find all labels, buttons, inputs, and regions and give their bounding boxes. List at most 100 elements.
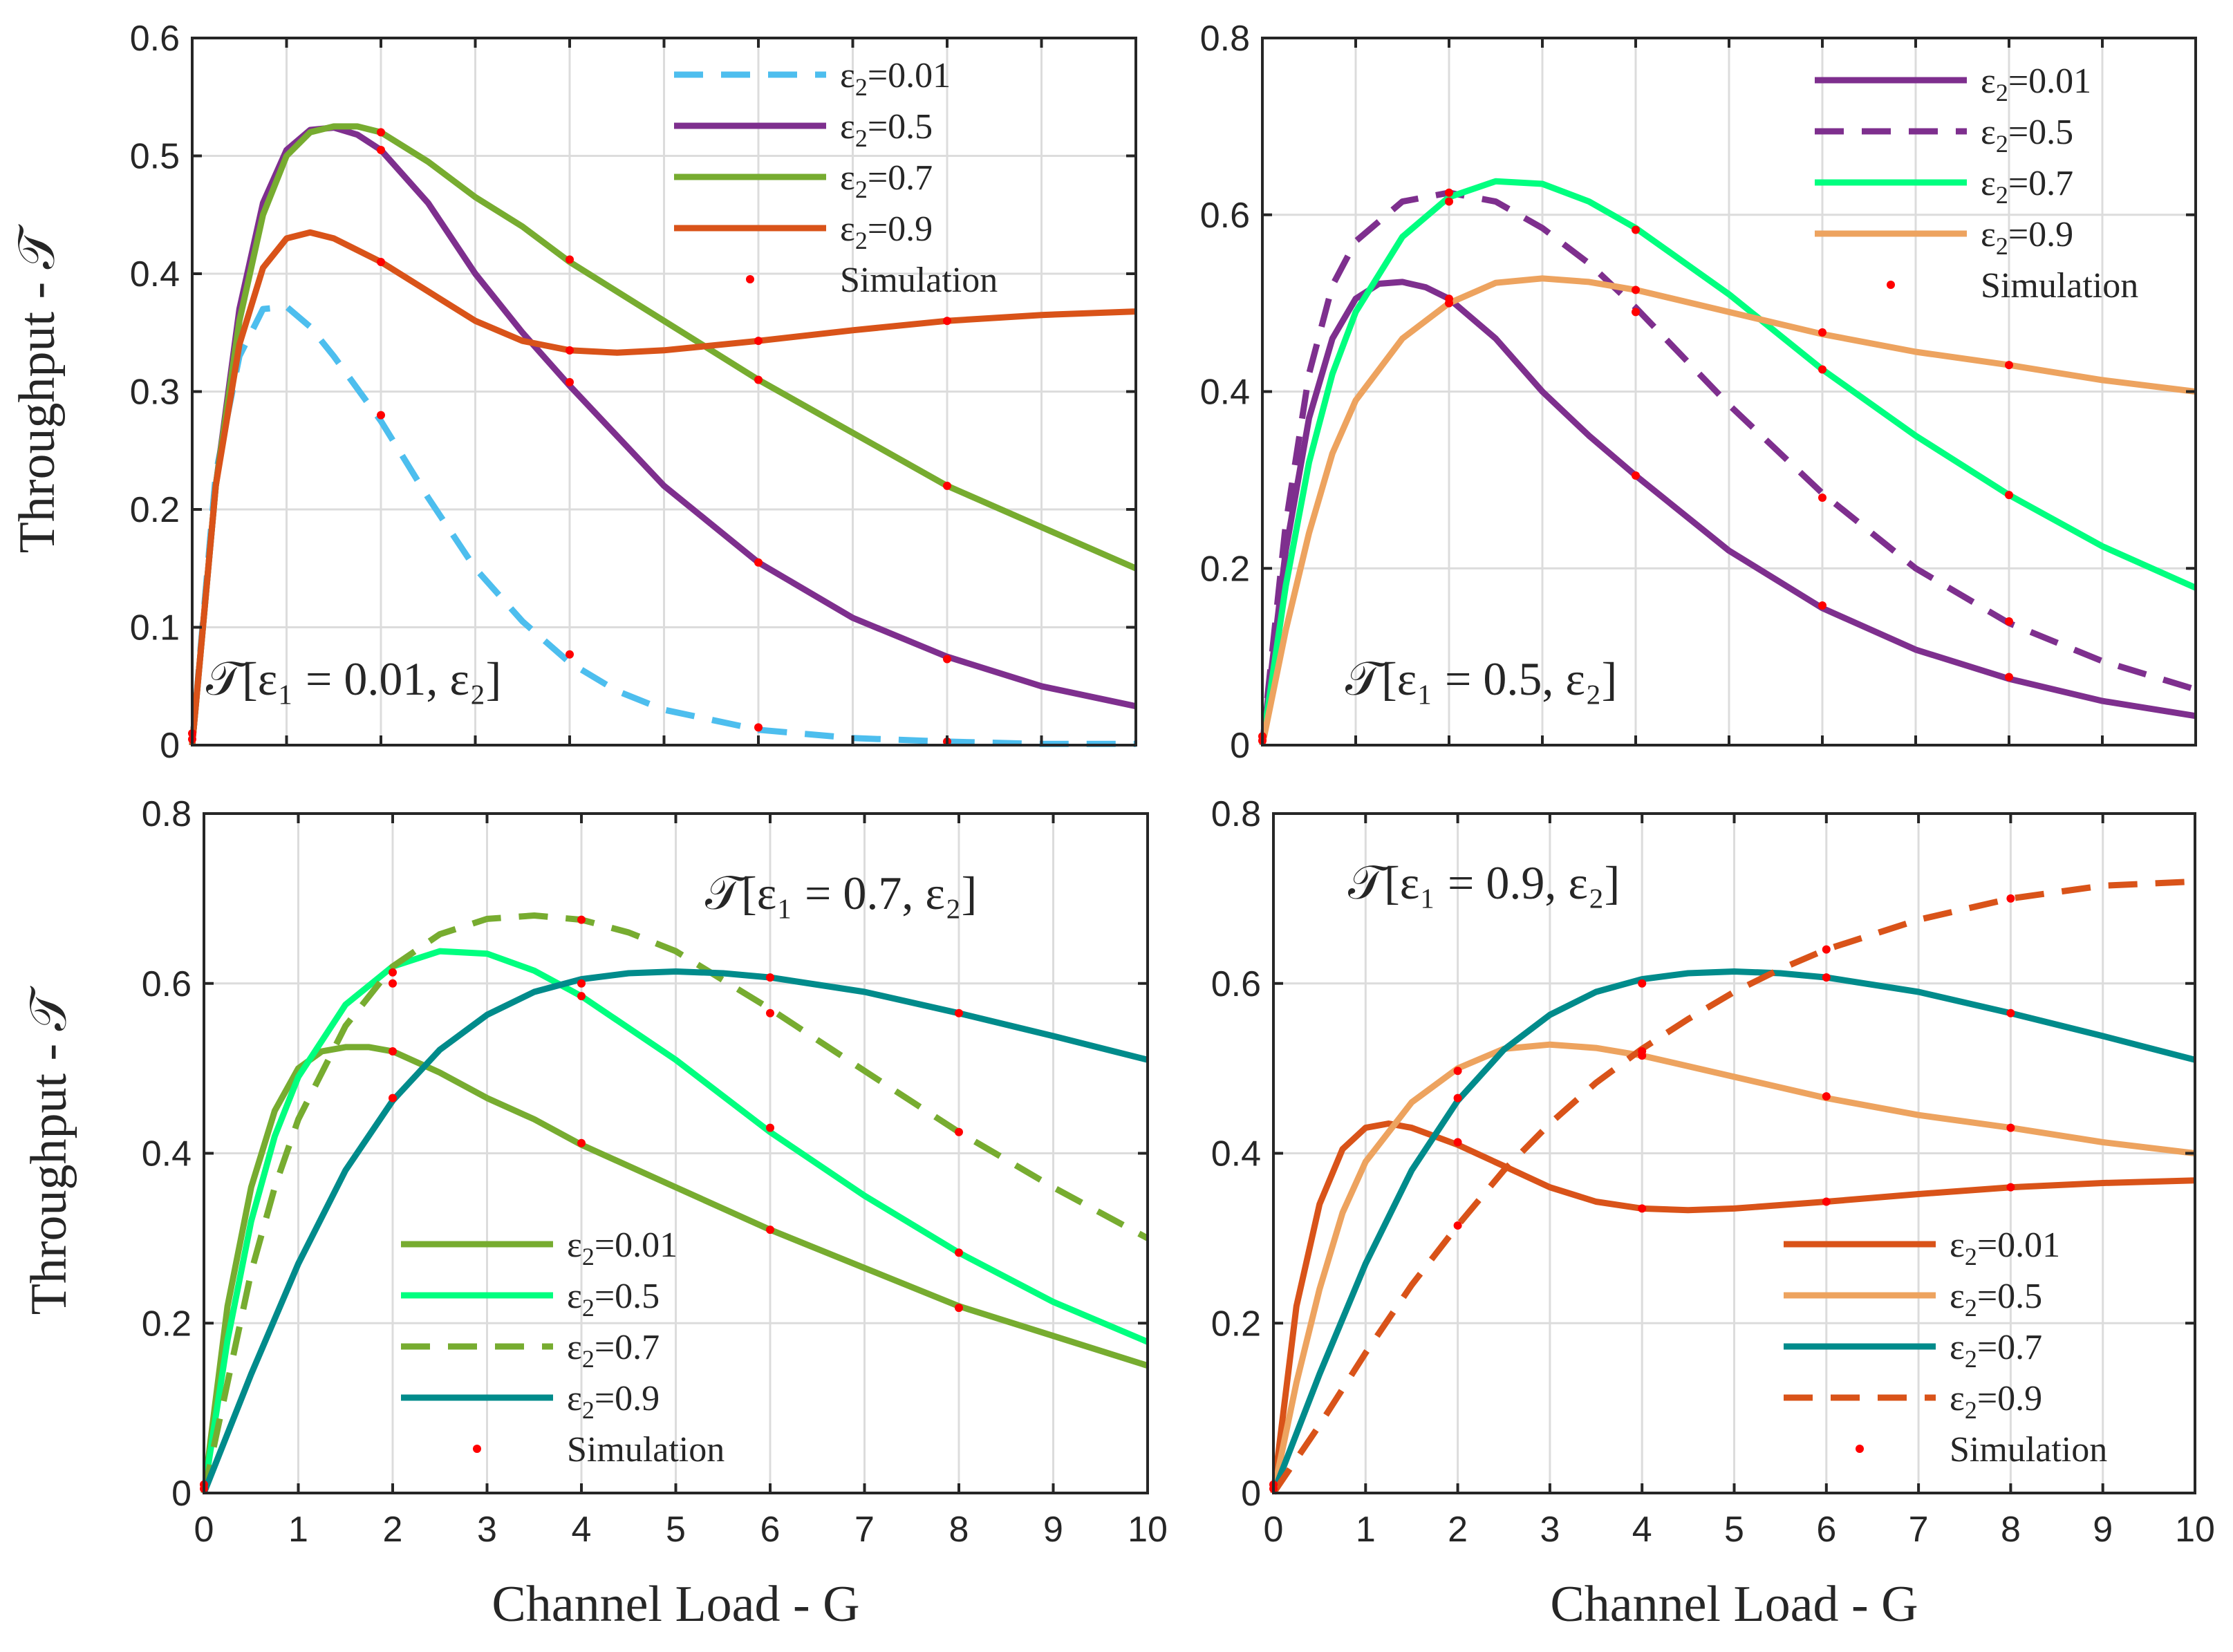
x-tick-label: 0 — [194, 1510, 214, 1550]
x-axis-label: Channel Load - G — [1550, 1576, 1918, 1633]
panel-annotation: 𝒯[ε₁ = 0.01, ε₂] — [206, 653, 501, 705]
legend-label: ε2=0.7 — [1950, 1328, 2042, 1373]
simulation-point — [566, 650, 574, 659]
legend-label: ε2=0.9 — [567, 1379, 660, 1424]
legend-label: ε2=0.5 — [840, 107, 933, 152]
y-tick-label: 0.4 — [1211, 1134, 1261, 1174]
y-tick-label: 0.3 — [130, 373, 180, 413]
legend-simulation-marker — [1856, 1445, 1864, 1453]
simulation-point — [2006, 1183, 2015, 1192]
y-tick-label: 0.8 — [1211, 794, 1261, 834]
simulation-point — [1638, 979, 1647, 988]
simulation-point — [566, 255, 574, 264]
legend-label: ε2=0.01 — [1950, 1226, 2060, 1270]
simulation-point — [955, 1127, 963, 1136]
y-tick-label: 0.4 — [1200, 373, 1250, 413]
simulation-point — [566, 377, 574, 386]
chart-panel-4: 0 0.2 0.4 0.6 0.8 0 1 2 3 4 5 6 7 8 9 10 Channel Load - … — [1211, 794, 2215, 1633]
legend-simulation-marker — [746, 275, 754, 283]
legend: ε2=0.01 ε2=0.5 ε2=0.7 ε2=0.9 Simulation — [674, 56, 998, 300]
legend-label: ε2=0.5 — [567, 1277, 660, 1322]
y-tick-label: 0.8 — [1200, 19, 1250, 59]
y-tick-label: 0.2 — [142, 1304, 191, 1344]
simulation-point — [377, 257, 385, 266]
simulation-point — [1632, 308, 1640, 317]
series-line-4 — [1259, 275, 2196, 746]
series-line-3 — [1270, 968, 2196, 1494]
legend: ε2=0.01 ε2=0.5 ε2=0.7 ε2=0.9 Simulation — [401, 1226, 725, 1470]
simulation-point — [2005, 673, 2013, 682]
x-tick-label: 0 — [1264, 1510, 1284, 1550]
legend-label: ε2=0.5 — [1981, 113, 2073, 158]
legend-label: ε2=0.9 — [1950, 1379, 2042, 1424]
simulation-point — [766, 1123, 774, 1132]
simulation-point — [766, 973, 774, 982]
simulation-point — [754, 375, 763, 384]
x-tick-label: 3 — [1540, 1510, 1560, 1550]
y-tick-label: 0.5 — [130, 137, 180, 177]
series-line-2 — [200, 948, 1149, 1494]
x-tick-label: 7 — [854, 1510, 875, 1550]
simulation-point — [1445, 294, 1453, 303]
simulation-point — [1632, 285, 1640, 294]
legend: ε2=0.01 ε2=0.5 ε2=0.7 ε2=0.9 Simulation — [1784, 1226, 2107, 1470]
simulation-point — [943, 317, 951, 326]
legend-label: ε2=0.01 — [840, 56, 951, 101]
simulation-point — [1445, 188, 1453, 197]
y-tick-label: 0.4 — [130, 254, 180, 294]
series-line-4 — [189, 229, 1137, 746]
simulation-point — [389, 1047, 397, 1056]
legend-simulation-label: Simulation — [1981, 266, 2138, 306]
legend-simulation-marker — [1887, 281, 1895, 289]
simulation-point — [1453, 1138, 1462, 1147]
y-tick-label: 0 — [1230, 726, 1250, 766]
simulation-point — [943, 655, 951, 664]
series-line-4 — [200, 968, 1149, 1494]
legend-label: ε2=0.01 — [567, 1226, 678, 1270]
series-line-1 — [200, 1044, 1149, 1494]
series-line-2 — [1270, 1041, 2196, 1494]
legend-label: ε2=0.7 — [840, 158, 933, 203]
x-tick-label: 4 — [572, 1510, 592, 1550]
simulation-point — [566, 346, 574, 355]
legend-label: ε2=0.7 — [1981, 164, 2073, 209]
x-tick-label: 8 — [2001, 1510, 2021, 1550]
simulation-point — [1822, 945, 1831, 954]
legend-label: ε2=0.7 — [567, 1328, 660, 1373]
simulation-point — [2005, 491, 2013, 500]
simulation-point — [766, 1226, 774, 1235]
y-axis-label: Throughput - 𝒯 — [21, 985, 77, 1315]
legend-label: ε2=0.9 — [840, 209, 933, 254]
simulation-point — [955, 1008, 963, 1017]
simulation-point — [1638, 1204, 1647, 1213]
x-tick-label: 5 — [666, 1510, 686, 1550]
x-tick-label: 8 — [949, 1510, 969, 1550]
y-tick-label: 0.4 — [142, 1134, 191, 1174]
y-tick-label: 0.6 — [130, 19, 180, 59]
chart-panel-2: 00.20.40.60.8𝒯[ε₁ = 0.5, ε₂]ε2=0.01ε2=0.… — [1200, 19, 2197, 766]
y-tick-label: 0.6 — [1211, 964, 1261, 1004]
x-tick-label: 7 — [1909, 1510, 1929, 1550]
legend-label: ε2=0.9 — [1981, 215, 2073, 260]
simulation-point — [766, 1008, 774, 1017]
legend: ε2=0.01 ε2=0.5 ε2=0.7 ε2=0.9 Simulation — [1815, 62, 2138, 306]
panel-annotation: 𝒯[ε₁ = 0.7, ε₂] — [705, 867, 977, 919]
x-tick-label: 2 — [1448, 1510, 1468, 1550]
x-tick-label: 9 — [2093, 1510, 2113, 1550]
y-tick-label: 0 — [1241, 1474, 1261, 1514]
simulation-point — [1632, 471, 1640, 480]
chart-panel-1: 0 0.1 0.2 0.3 0.4 0.5 0.6 Throughput - 𝒯 𝒯[ε₁ = … — [9, 19, 1137, 766]
legend-simulation-label: Simulation — [840, 261, 998, 300]
simulation-point — [389, 979, 397, 988]
y-tick-label: 0.6 — [1200, 196, 1250, 236]
x-tick-label: 10 — [1128, 1510, 1168, 1550]
simulation-point — [754, 337, 763, 346]
simulation-point — [377, 411, 385, 420]
y-tick-label: 0.6 — [142, 964, 191, 1004]
simulation-point — [2005, 361, 2013, 370]
simulation-point — [2006, 1123, 2015, 1132]
legend-label: ε2=0.5 — [1950, 1277, 2042, 1322]
series-line-1 — [1259, 279, 2196, 746]
chart-panel-3: 0 0.2 0.4 0.6 0.8 0 1 2 3 4 5 6 7 8 9 10 Throughput - 𝒯 C… — [21, 794, 1168, 1633]
